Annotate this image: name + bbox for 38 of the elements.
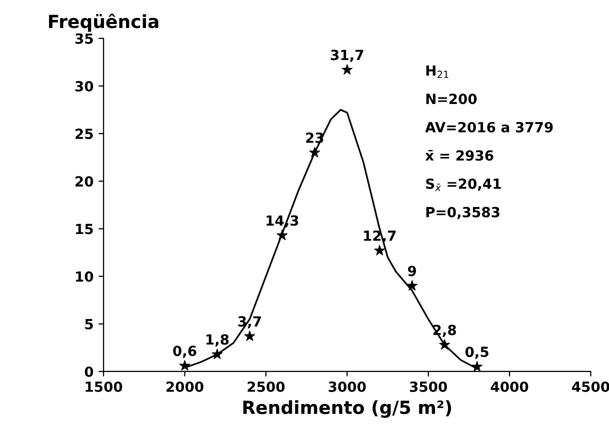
annotation: AV=2016 a 3779 <box>425 122 553 132</box>
point <box>342 64 353 75</box>
point <box>244 330 256 341</box>
data-label: 1,8 <box>206 334 229 346</box>
point <box>472 361 483 372</box>
y-tick-label: 0 <box>84 366 94 377</box>
annotation: N=200 <box>426 94 477 104</box>
y-tick-label: 5 <box>85 319 93 330</box>
point <box>374 244 386 256</box>
data-label: 9 <box>408 266 416 276</box>
y-axis-title: Freqüência <box>49 14 158 32</box>
y-tick-label: 25 <box>76 128 93 140</box>
x-tick-label: 2500 <box>248 381 285 392</box>
x-tick-label: 4500 <box>572 381 609 392</box>
y-tick-label: 35 <box>75 33 93 44</box>
point <box>212 348 223 360</box>
y-tick-label: 10 <box>76 271 94 282</box>
point <box>406 280 418 291</box>
x-tick-label: 3500 <box>410 381 447 392</box>
point <box>439 339 450 350</box>
x-tick-label: 1500 <box>86 381 122 392</box>
annotation: x̄ = 2936 <box>425 150 494 161</box>
data-label: 0,6 <box>173 346 196 358</box>
point <box>309 146 320 158</box>
data-label: 31,7 <box>330 50 364 62</box>
point <box>276 230 288 240</box>
annotation: H$_{21}$ <box>426 65 448 78</box>
y-tick-label: 20 <box>76 176 94 187</box>
annotation: P=0,3583 <box>426 206 500 220</box>
data-label: 0,5 <box>465 346 488 359</box>
x-tick-label: 2000 <box>166 381 204 392</box>
x-axis-title: Rendimento (g/5 m²) <box>243 400 452 418</box>
y-tick-label: 30 <box>75 80 94 92</box>
point <box>179 360 190 370</box>
y-tick-label: 15 <box>76 224 93 234</box>
annotation: S$_{x̄}$ =20,41 <box>426 178 501 192</box>
x-tick-label: 4000 <box>490 381 528 392</box>
x-tick-label: 3000 <box>328 381 366 392</box>
